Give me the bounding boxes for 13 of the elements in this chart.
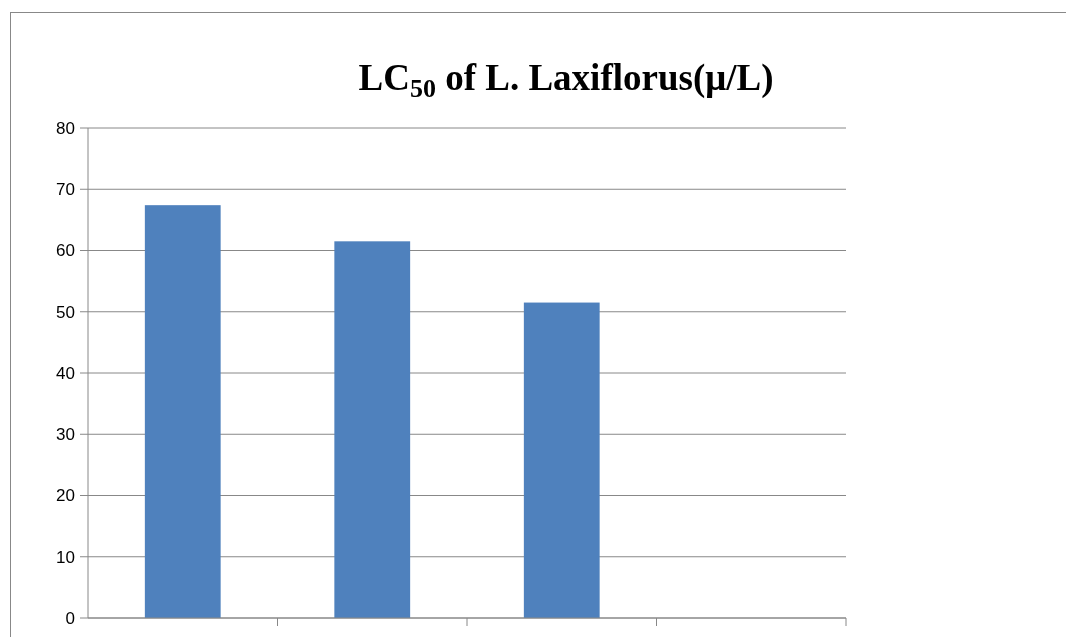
y-tick-label: 0 [65, 608, 75, 628]
bar [334, 241, 411, 618]
y-tick-label: 50 [56, 302, 75, 322]
y-tick-label: 10 [56, 547, 75, 567]
chart-title: LC$_{50}$ of L. Laxiflorus(μ/L) [358, 57, 774, 103]
y-tick-label: 70 [56, 180, 75, 200]
bar [144, 205, 221, 618]
y-tick-label: 80 [56, 118, 75, 138]
y-tick-label: 60 [56, 241, 75, 261]
y-tick-label: 20 [56, 486, 75, 506]
bar [523, 302, 600, 618]
y-tick-label: 30 [56, 425, 75, 445]
y-tick-label: 40 [56, 363, 75, 383]
